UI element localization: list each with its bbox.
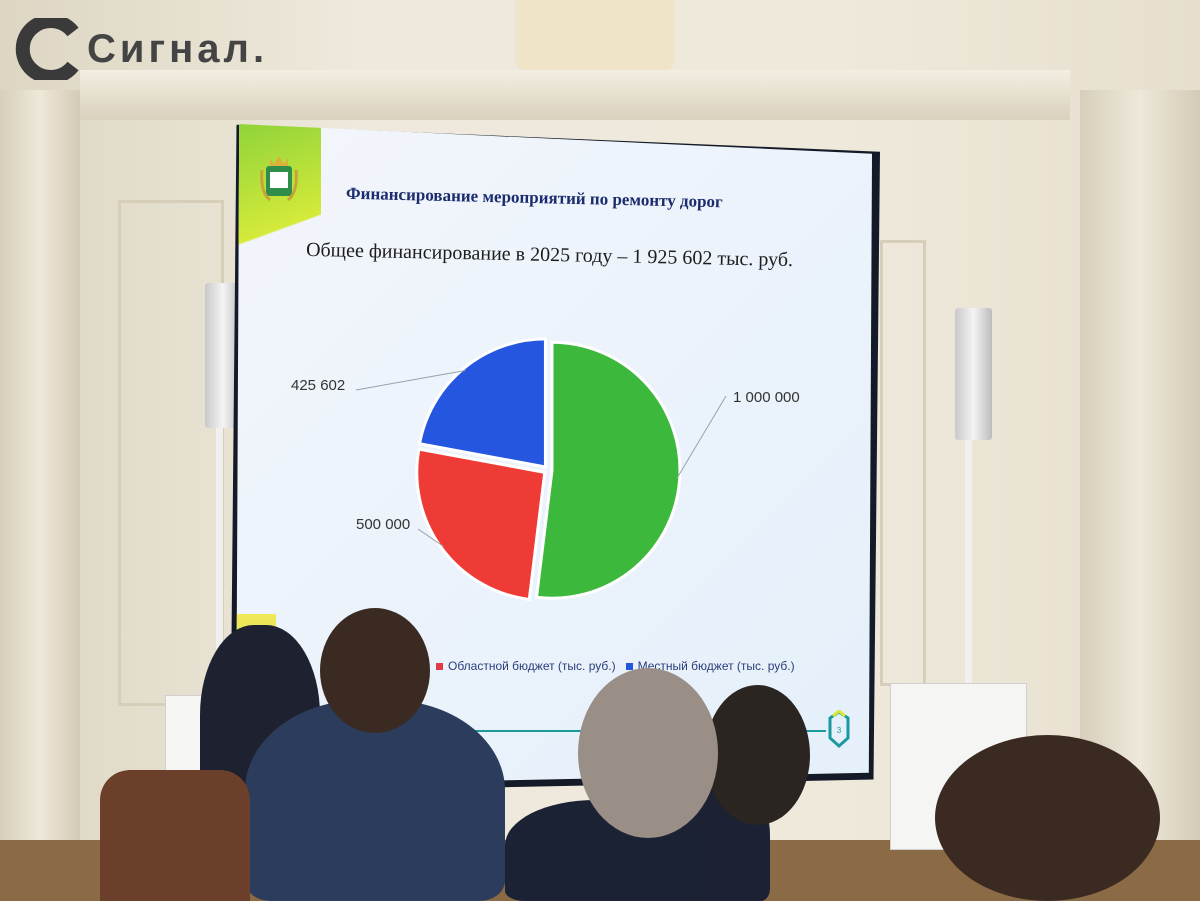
audience-head	[578, 668, 718, 838]
audience-person	[245, 700, 505, 901]
legend-swatch	[436, 663, 443, 670]
slide-accent	[236, 124, 321, 294]
pillar-right	[1080, 90, 1200, 850]
region-emblem-icon	[260, 156, 298, 202]
data-label: 500 000	[356, 516, 410, 533]
legend-label: Местный бюджет (тыс. руб.)	[637, 659, 795, 673]
pie-chart: 1 000 000 500 000 425 602	[291, 337, 800, 602]
watermark-text: Сигнал.	[87, 26, 269, 71]
chart-legend: Областной бюджет (тыс. руб.) Местный бюд…	[436, 659, 795, 673]
leader-line	[676, 395, 727, 479]
page-number: 3	[837, 726, 842, 735]
data-label: 1 000 000	[733, 389, 800, 406]
watermark-logo: Сигнал.	[15, 18, 268, 80]
legend-item-regional: Областной бюджет (тыс. руб.)	[436, 659, 616, 673]
pie-slice	[415, 447, 547, 602]
pie-slice	[534, 340, 682, 600]
pillar-left	[0, 90, 80, 850]
page-badge-icon: 3	[828, 710, 850, 748]
legend-label: Областной бюджет (тыс. руб.)	[448, 659, 616, 673]
data-label: 425 602	[291, 377, 345, 394]
audience-head	[705, 685, 810, 825]
audience-head	[320, 608, 430, 733]
signal-logo-icon	[15, 18, 79, 80]
legend-swatch	[625, 663, 633, 670]
slide-footer-line	[286, 730, 826, 732]
chair	[100, 770, 250, 901]
audience-head	[935, 735, 1160, 901]
cornice	[80, 70, 1070, 120]
speaker-stand	[965, 440, 972, 690]
wall-panel	[118, 200, 224, 706]
legend-item-local: Местный бюджет (тыс. руб.)	[625, 659, 795, 673]
pie-slice	[417, 337, 547, 469]
leader-line	[355, 370, 466, 391]
speaker-right	[955, 308, 992, 440]
wall-panel	[880, 240, 926, 686]
coat-of-arms-decoration	[515, 0, 675, 70]
leader-line	[417, 528, 444, 548]
speaker-stand	[216, 428, 223, 698]
